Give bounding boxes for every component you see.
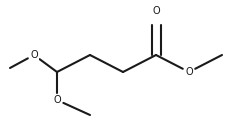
Text: O: O: [30, 50, 38, 60]
Text: O: O: [152, 6, 160, 16]
Text: O: O: [185, 67, 193, 77]
Text: O: O: [53, 95, 61, 105]
